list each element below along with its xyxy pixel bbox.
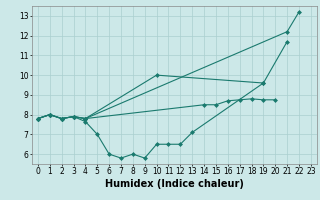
X-axis label: Humidex (Indice chaleur): Humidex (Indice chaleur) [105, 179, 244, 189]
